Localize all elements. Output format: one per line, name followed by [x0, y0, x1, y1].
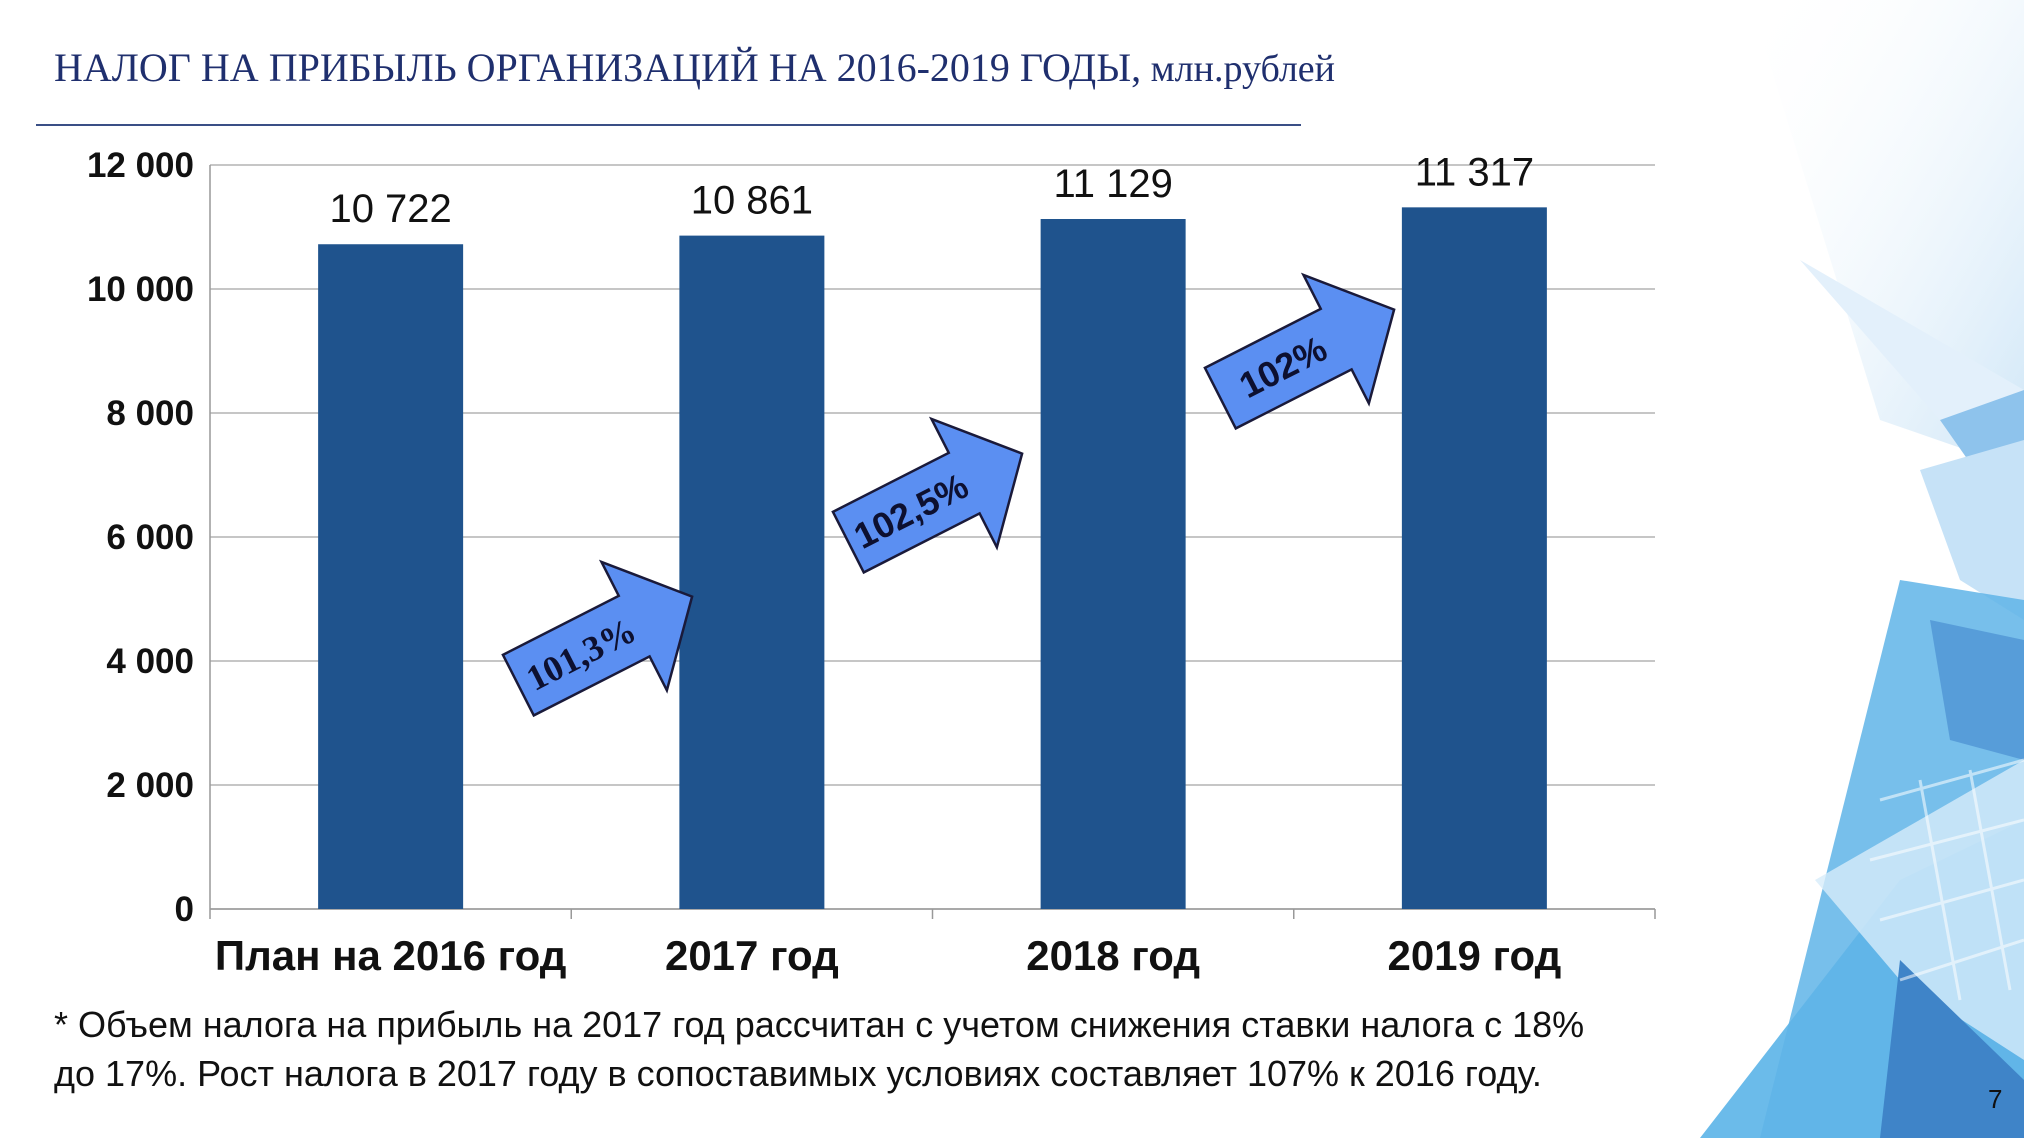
y-tick-label: 8 000 — [106, 394, 194, 433]
bar — [318, 244, 464, 910]
footnote-line-1: * Объем налога на прибыль на 2017 год ра… — [54, 1004, 1585, 1045]
growth-arrow: 102,5% — [831, 416, 1024, 575]
data-label: 10 722 — [329, 187, 451, 231]
y-tick-label: 12 000 — [87, 146, 194, 185]
arrow-icon — [831, 416, 1024, 575]
title-unit: млн.рублей — [1141, 48, 1335, 90]
y-tick-label: 2 000 — [106, 766, 194, 805]
bar — [1040, 219, 1186, 909]
growth-arrow: 102% — [1203, 272, 1396, 431]
slide-title: НАЛОГ НА ПРИБЫЛЬ ОРГАНИЗАЦИЙ НА 2016-201… — [54, 44, 1335, 91]
y-tick-label: 10 000 — [87, 270, 194, 309]
page-number: 7 — [1988, 1084, 2003, 1114]
bar — [1401, 207, 1547, 909]
y-tick-label: 0 — [175, 890, 194, 929]
bar — [679, 235, 825, 910]
y-tick-label: 6 000 — [106, 518, 194, 557]
data-label: 11 129 — [1053, 162, 1172, 206]
arrow-icon — [501, 559, 694, 718]
title-divider — [36, 124, 1301, 126]
category-label: 2019 год — [1387, 932, 1561, 979]
footnote-line-2: до 17%. Рост налога в 2017 году в сопост… — [54, 1053, 1542, 1094]
y-tick-label: 4 000 — [106, 642, 194, 681]
title-text: НАЛОГ НА ПРИБЫЛЬ ОРГАНИЗАЦИЙ НА 2016-201… — [54, 45, 1142, 90]
arrow-icon — [1203, 272, 1396, 431]
data-label: 11 317 — [1415, 150, 1534, 194]
category-label: 2018 год — [1026, 932, 1200, 979]
category-label: План на 2016 год — [215, 932, 566, 979]
footnote: * Объем налога на прибыль на 2017 год ра… — [54, 1000, 1834, 1098]
category-label: 2017 год — [665, 932, 839, 979]
data-label: 10 861 — [691, 179, 813, 223]
